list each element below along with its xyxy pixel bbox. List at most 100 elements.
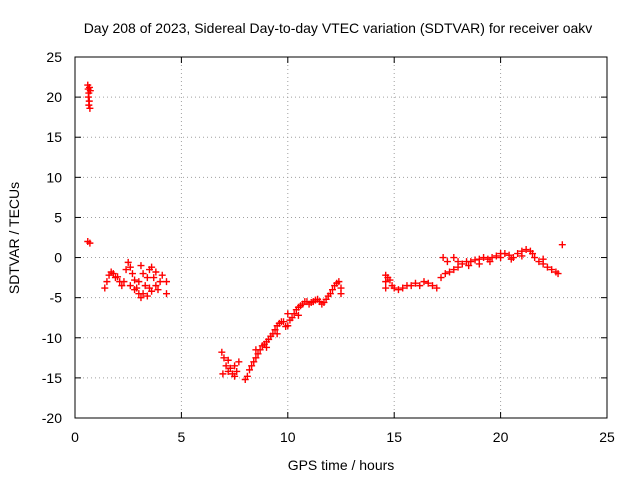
data-point [126,282,134,290]
plot-frame [74,56,608,419]
data-point [219,370,227,378]
y-tick-label: 15 [46,129,62,145]
data-point [326,290,334,298]
data-point [124,258,132,266]
data-point [158,271,166,279]
data-point [507,255,515,263]
data-point [141,282,149,290]
data-point [156,278,164,286]
data-point [458,260,466,268]
data-point [416,282,424,290]
data-point [86,104,94,112]
data-point [558,241,566,249]
data-point [505,251,513,259]
data-point [420,278,428,286]
x-tick-label: 20 [493,429,509,445]
data-point [273,330,281,338]
x-tick-label: 0 [71,429,79,445]
data-point [554,270,562,278]
y-tick-label: -20 [42,410,62,426]
data-point [85,101,93,109]
chart-title: Day 208 of 2023, Sidereal Day-to-day VTE… [84,20,593,36]
y-tick-label: -5 [50,290,63,306]
data-points [84,81,566,383]
x-tick-label: 25 [599,429,615,445]
data-point [252,354,260,362]
data-point [290,310,298,318]
data-point [535,258,543,266]
data-point [411,279,419,287]
data-point [263,343,271,351]
data-point [139,290,147,298]
data-point [382,284,390,292]
data-point [446,268,454,276]
x-tick-labels: 0 5 10 15 20 25 [71,429,615,445]
data-point [465,262,473,270]
data-point [137,262,145,270]
data-point [407,282,415,290]
y-tick-label: -10 [42,330,62,346]
y-tick-label: 20 [46,89,62,105]
data-point [450,266,458,274]
data-point [114,273,122,281]
data-point [531,254,539,262]
data-point [390,284,398,292]
data-point [131,276,139,284]
data-point [139,270,147,278]
data-point [543,263,551,271]
data-point [143,292,151,300]
data-point [439,254,447,262]
data-point [163,278,171,286]
data-point [252,346,260,354]
data-point [399,284,407,292]
data-point [150,274,158,282]
data-point [152,282,160,290]
data-point [233,367,241,375]
data-point [518,252,526,260]
grid-lines [75,57,607,418]
data-point [243,372,251,380]
data-point [382,278,390,286]
data-point [529,250,537,258]
data-point [488,254,496,262]
data-point [335,278,343,286]
data-point [433,284,441,292]
data-point [120,278,128,286]
y-tick-labels: -20 -15 -10 -5 0 5 10 15 20 25 [42,49,62,426]
x-tick-label: 10 [280,429,296,445]
data-point [220,354,228,362]
data-point [501,250,509,258]
data-point [284,310,292,318]
data-point [226,364,234,372]
data-point [86,87,94,95]
data-point [467,258,475,266]
data-point [288,314,296,322]
data-point [109,270,117,278]
y-tick-label: -15 [42,370,62,386]
data-point [218,348,226,356]
data-point [231,362,239,370]
axis-ticks [74,56,608,419]
data-point [386,276,394,284]
data-point [248,362,256,370]
data-point [222,362,230,370]
data-point [480,254,488,262]
data-point [84,93,92,101]
data-point [101,284,109,292]
data-point [128,270,136,278]
data-point [86,239,94,247]
data-point [437,274,445,282]
data-point [539,255,547,263]
data-point [394,286,402,294]
data-point [522,246,530,254]
data-point [486,258,494,266]
data-point [475,260,483,268]
x-axis-title: GPS time / hours [288,457,395,473]
data-point [235,358,243,366]
data-point [118,282,126,290]
data-point [328,286,336,294]
data-point [284,322,292,330]
data-point [294,311,302,319]
data-point [137,294,145,302]
